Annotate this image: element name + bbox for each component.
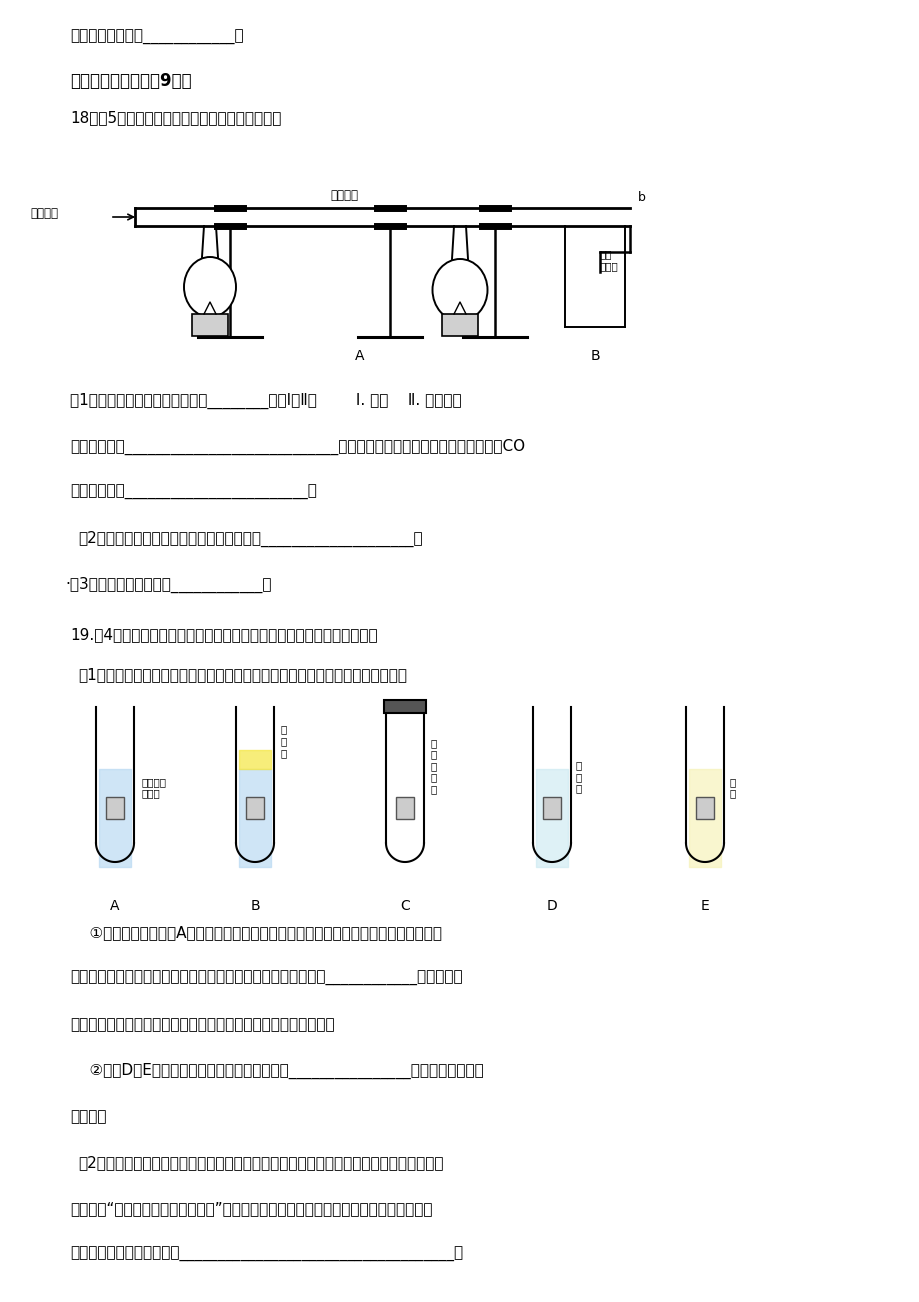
- Text: 三、实验探究题（六9分）: 三、实验探究题（六9分）: [70, 72, 191, 90]
- Bar: [192, 314, 228, 336]
- Text: （1）实验过程中，先要进行的是________（填Ⅰ或Ⅱ）        Ⅰ. 加热    Ⅱ. 通一氧化: （1）实验过程中，先要进行的是________（填Ⅰ或Ⅱ） Ⅰ. 加热 Ⅱ. 通…: [70, 393, 461, 409]
- Text: 一氧化碳: 一氧化碳: [30, 207, 58, 220]
- Text: 硫酸，以“金属表面产生气泡的快慢”为标准来判断两种金属的活动性强弱。有的同学认为: 硫酸，以“金属表面产生气泡的快慢”为标准来判断两种金属的活动性强弱。有的同学认为: [70, 1200, 432, 1216]
- FancyBboxPatch shape: [245, 797, 264, 819]
- Text: 易锈蚀。: 易锈蚀。: [70, 1109, 107, 1124]
- Text: 澄清
石灰水: 澄清 石灰水: [599, 249, 618, 271]
- Ellipse shape: [432, 259, 487, 322]
- Text: ·（3）工业炼铁的产物是____________。: ·（3）工业炼铁的产物是____________。: [65, 577, 271, 594]
- Text: 煞沸过的
蒸馏水: 煞沸过的 蒸馏水: [141, 777, 165, 798]
- Text: A: A: [355, 349, 364, 363]
- Bar: [383, 700, 425, 713]
- Text: （1）用下图所示探究铁生锈的条件（每支试管中均放有完全相同的洁净铁片）：: （1）用下图所示探究铁生锈的条件（每支试管中均放有完全相同的洁净铁片）：: [78, 667, 406, 682]
- Text: 19.（4分）某化学兴趣小组对金属的性质做了如下探究，请你填写空格：: 19.（4分）某化学兴趣小组对金属的性质做了如下探究，请你填写空格：: [70, 628, 377, 642]
- Text: 食
盐
水: 食 盐 水: [575, 760, 582, 793]
- Text: D: D: [546, 898, 557, 913]
- Text: ②试管D和E实验的目的是进一步探究铁在＿．________________的环境中是否更容: ②试管D和E实验的目的是进一步探究铁在＿．________________的环境…: [70, 1062, 483, 1079]
- Text: C: C: [400, 898, 410, 913]
- Text: B: B: [590, 349, 599, 363]
- Text: 干
燥
的
空
气: 干 燥 的 空 气: [430, 738, 437, 794]
- FancyBboxPatch shape: [696, 797, 713, 819]
- FancyBboxPatch shape: [542, 797, 561, 819]
- Text: 红色粉末: 红色粉末: [330, 189, 357, 202]
- Text: A: A: [110, 898, 119, 913]
- Text: E: E: [700, 898, 709, 913]
- Text: b: b: [637, 191, 645, 204]
- Text: 编号）发生的现象，并经过科学严谨的推理，才能得出上述结论。: 编号）发生的现象，并经过科学严谨的推理，才能得出上述结论。: [70, 1017, 335, 1032]
- Text: 碳，其目的是____________________________。实验结束后，待装置冷却至室温停止通CO: 碳，其目的是____________________________。实验结束后…: [70, 439, 525, 456]
- FancyBboxPatch shape: [395, 797, 414, 819]
- Ellipse shape: [184, 256, 236, 316]
- Text: 这种方案不够合理，理由是____________________________________。: 这种方案不够合理，理由是____________________________…: [70, 1247, 462, 1262]
- FancyBboxPatch shape: [106, 797, 124, 819]
- Text: 18、（5分）下图是课堂中模拟炼铁的实验装置。: 18、（5分）下图是课堂中模拟炼铁的实验装置。: [70, 109, 281, 125]
- Text: 同作用的结果。乙同学不同意他的观点，认为必须全面观察试管____________（选填试管: 同作用的结果。乙同学不同意他的观点，认为必须全面观察试管____________…: [70, 971, 462, 986]
- Text: ①甲同学认为，试管A发生的现象就能夠说明铁的锈蚀是铁与空气中的氧气、水蔓气共: ①甲同学认为，试管A发生的现象就能夠说明铁的锈蚀是铁与空气中的氧气、水蔓气共: [70, 924, 441, 940]
- Text: 气体，目的是________________________。: 气体，目的是________________________。: [70, 486, 316, 500]
- Text: 植
物
油: 植 物 油: [280, 724, 287, 758]
- Text: 食
醋: 食 醋: [728, 777, 734, 798]
- Text: （2）某同学向分别盛有等质量的铁粉和锡粒的试管中，倒入等质量、等溶质质量分数的稀: （2）某同学向分别盛有等质量的铁粉和锡粒的试管中，倒入等质量、等溶质质量分数的稀: [78, 1155, 443, 1170]
- Bar: [441, 314, 478, 336]
- Text: 为（填字母编号）____________。: 为（填字母编号）____________。: [70, 30, 244, 46]
- Text: （2）该装置缺少尾气处理装置，如何改进？____________________。: （2）该装置缺少尾气处理装置，如何改进？____________________…: [78, 531, 422, 547]
- Text: B: B: [250, 898, 259, 913]
